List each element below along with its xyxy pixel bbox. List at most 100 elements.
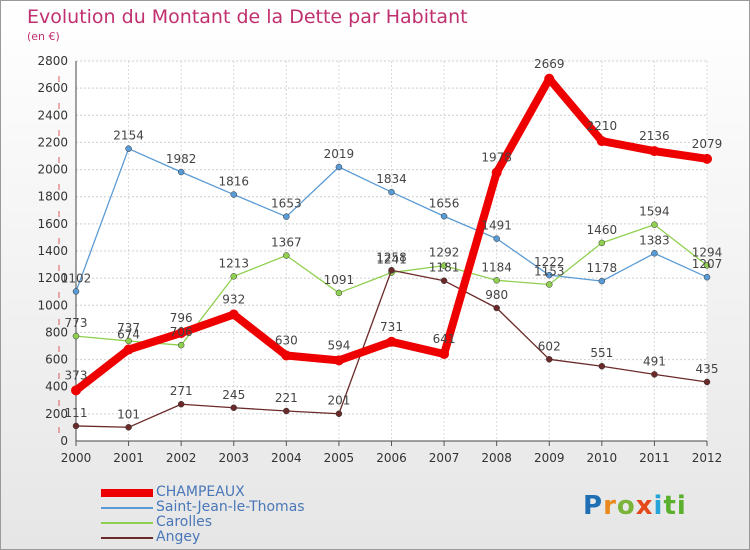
data-point xyxy=(440,213,448,220)
data-label: 101 xyxy=(117,407,140,421)
data-label: 641 xyxy=(433,332,456,346)
y-tick-label: 0 xyxy=(60,434,68,448)
data-label: 2079 xyxy=(692,137,723,151)
y-tick-label: 2000 xyxy=(37,163,68,177)
legend-label: Saint-Jean-le-Thomas xyxy=(156,499,305,515)
chart-subtitle: (en €) xyxy=(27,30,60,43)
data-label: 2669 xyxy=(534,57,565,71)
data-label: 1816 xyxy=(218,175,249,189)
chart-title: Evolution du Montant de la Dette par Hab… xyxy=(27,6,468,28)
data-label: 435 xyxy=(696,362,719,376)
data-label: 1153 xyxy=(534,265,565,279)
data-label: 491 xyxy=(643,354,666,368)
y-tick-label: 1800 xyxy=(37,190,68,204)
data-point xyxy=(333,355,344,366)
data-point xyxy=(651,250,658,257)
x-tick-label: 2000 xyxy=(61,451,92,465)
y-tick-label: 1600 xyxy=(37,217,68,231)
data-label: 796 xyxy=(170,311,193,325)
data-label: 1258 xyxy=(376,250,407,264)
data-point xyxy=(440,277,448,284)
legend-swatch xyxy=(101,537,153,539)
data-point xyxy=(283,213,290,220)
data-label: 1460 xyxy=(587,223,618,237)
grid xyxy=(75,60,708,442)
data-point xyxy=(388,267,395,274)
data-label: 1178 xyxy=(587,261,618,275)
data-point xyxy=(230,273,237,280)
data-label: 1294 xyxy=(692,245,723,259)
data-label: 1653 xyxy=(271,197,302,211)
data-point xyxy=(546,271,553,279)
data-point xyxy=(493,277,500,284)
data-point xyxy=(281,350,292,361)
legend-label: Carolles xyxy=(156,514,213,530)
data-label: 271 xyxy=(170,384,193,398)
data-label: 1207 xyxy=(692,257,723,271)
y-tick-label: 600 xyxy=(45,353,68,367)
x-tick-label: 2003 xyxy=(218,451,249,465)
data-label: 1181 xyxy=(429,261,460,275)
data-point xyxy=(335,410,343,417)
data-point xyxy=(651,221,658,228)
data-label: 2019 xyxy=(324,147,355,161)
data-label: 731 xyxy=(380,320,403,334)
legend-label: Angey xyxy=(156,529,201,545)
data-labels: 1102 2154 1982 1816 1653 2019 1834 1656 1491 1222… xyxy=(61,57,723,422)
data-point xyxy=(335,289,343,297)
data-label: 221 xyxy=(275,391,298,405)
data-point xyxy=(177,168,185,176)
x-tick-label: 2008 xyxy=(481,451,512,465)
data-label: 373 xyxy=(65,368,88,382)
y-tick-label: 2600 xyxy=(37,81,68,95)
data-label: 630 xyxy=(275,334,298,348)
data-point xyxy=(491,167,502,178)
data-point xyxy=(283,252,290,259)
series-group xyxy=(71,73,712,431)
data-point xyxy=(335,163,343,171)
data-point xyxy=(228,309,239,320)
data-label: 1222 xyxy=(534,255,565,269)
data-point xyxy=(125,337,132,345)
data-point xyxy=(386,336,397,347)
y-tick-label: 400 xyxy=(45,380,68,394)
data-label: 2136 xyxy=(639,129,670,143)
data-point xyxy=(703,273,711,281)
data-label: 2210 xyxy=(587,119,618,133)
x-tick-label: 2011 xyxy=(639,451,670,465)
y-tick-label: 200 xyxy=(45,407,68,421)
y-axis-ticks: 0 200 400 600 800 1000 1200 1400 1600 1800 2000 220… xyxy=(37,54,68,448)
data-label: 594 xyxy=(327,338,350,352)
proxiti-logo: Proxiti xyxy=(583,491,687,521)
data-point xyxy=(703,378,711,386)
data-label: 111 xyxy=(65,406,88,420)
x-tick-label: 2007 xyxy=(429,451,460,465)
data-label: 1184 xyxy=(481,260,512,274)
y-tick-label: 2200 xyxy=(37,135,68,149)
data-label: 1367 xyxy=(271,235,302,249)
data-point xyxy=(703,262,711,269)
data-point xyxy=(651,371,658,378)
data-point xyxy=(176,327,187,338)
x-tick-label: 2010 xyxy=(587,451,618,465)
data-point xyxy=(702,153,712,164)
data-label: 932 xyxy=(222,293,245,307)
data-point xyxy=(440,262,448,269)
data-label: 1213 xyxy=(218,256,249,270)
data-point xyxy=(388,188,395,196)
data-point xyxy=(598,277,606,285)
data-point xyxy=(125,145,132,152)
data-point xyxy=(493,235,500,242)
legend-label: CHAMPEAUX xyxy=(156,484,245,500)
data-label: 980 xyxy=(485,288,508,302)
data-point xyxy=(123,344,134,355)
data-point xyxy=(72,422,80,430)
data-label: 706 xyxy=(170,325,193,339)
x-tick-label: 2001 xyxy=(113,451,144,465)
data-label: 1292 xyxy=(429,246,460,260)
data-label: 551 xyxy=(590,346,613,360)
data-point xyxy=(596,136,607,147)
data-point xyxy=(493,304,500,312)
data-label: 1594 xyxy=(639,205,670,219)
